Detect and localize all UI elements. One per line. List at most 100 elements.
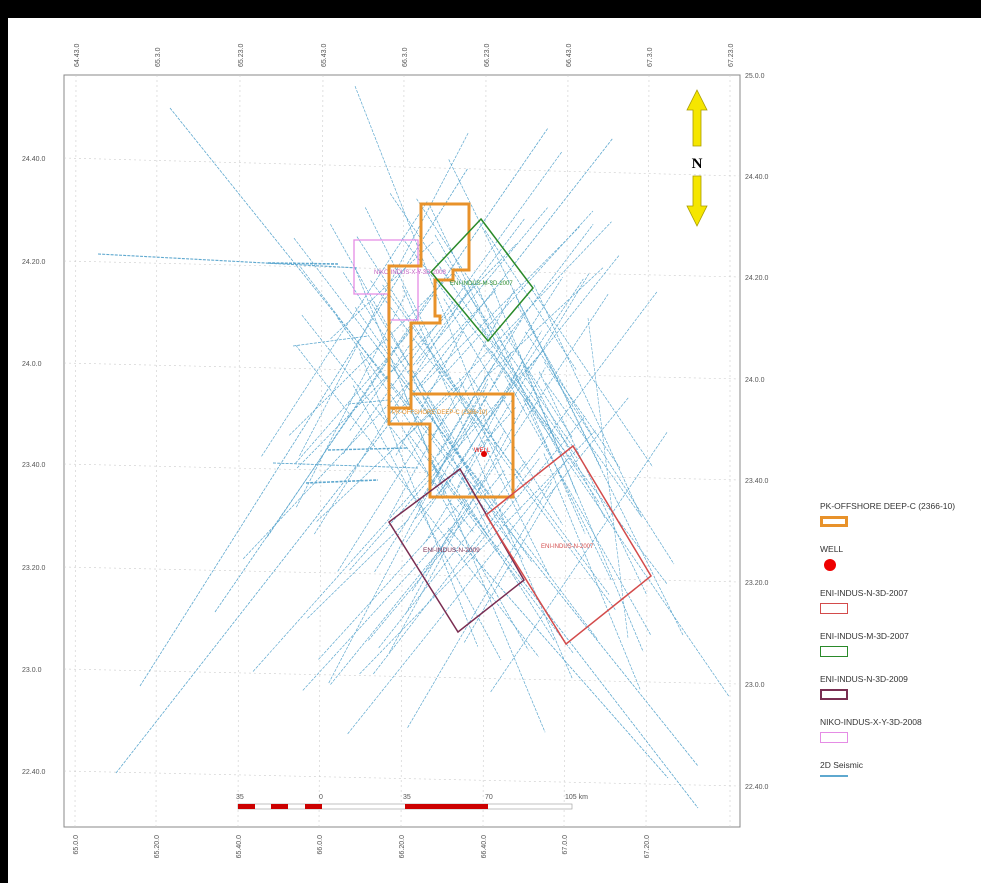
map-canvas: NIKO-INDUS-X-Y-3D-2008 PK-OFFSHORE DEEP-… xyxy=(22,44,768,859)
scale-label-35-left: 35 xyxy=(236,794,244,801)
north-label: N xyxy=(692,156,703,172)
legend-label: ENI-INDUS-M-3D-2007 xyxy=(820,631,909,641)
seismic-line xyxy=(318,479,482,660)
seismic-line xyxy=(434,234,565,462)
seismic-line xyxy=(438,350,513,484)
eni-m-survey-outline xyxy=(429,217,534,343)
seismic-line xyxy=(459,377,521,510)
seismic-line xyxy=(544,361,675,565)
left-tick-label: 24.20.0 xyxy=(22,259,45,266)
seismic-line xyxy=(328,378,489,684)
seismic-line xyxy=(395,331,464,456)
seismic-line xyxy=(448,159,602,469)
seismic-line xyxy=(292,335,369,347)
seismic-line xyxy=(442,256,581,458)
seismic-line xyxy=(356,236,457,392)
seismic-line xyxy=(242,290,496,560)
seismic-line xyxy=(416,207,548,365)
seismic-line xyxy=(378,461,526,649)
legend-item-seismic: 2D Seismic xyxy=(820,760,981,777)
seismic-line xyxy=(354,307,533,563)
seismic-line xyxy=(545,382,643,518)
legend-label: ENI-INDUS-N-3D-2007 xyxy=(820,588,908,598)
right-tick-label: 24.0.0 xyxy=(745,377,765,384)
map-figure: NIKO-INDUS-X-Y-3D-2008 PK-OFFSHORE DEEP-… xyxy=(8,18,981,883)
seismic-line xyxy=(490,431,668,693)
left-tick-label: 24.40.0 xyxy=(22,156,45,163)
seismic-line xyxy=(347,399,389,405)
seismic-line xyxy=(409,435,574,654)
scale-label-70: 70 xyxy=(485,794,493,801)
seismic-line xyxy=(336,317,489,537)
seismic-line xyxy=(515,296,684,636)
map-legend: PK-OFFSHORE DEEP-C (2366-10) WELL ENI-IN… xyxy=(820,501,981,794)
bottom-tick-label: 65.20.0 xyxy=(154,835,161,858)
seismic-line xyxy=(364,207,550,576)
seismic-line xyxy=(390,408,529,651)
left-tick-label: 23.0.0 xyxy=(22,667,42,674)
seismic-line xyxy=(252,407,489,672)
seismic-line xyxy=(538,371,647,595)
seismic-line xyxy=(302,515,463,691)
top-tick-label: 66.23.0 xyxy=(484,44,491,67)
top-tick-label: 65.3.0 xyxy=(155,47,162,67)
seismic-line xyxy=(504,375,652,636)
seismic-line xyxy=(375,344,599,641)
seismic-line xyxy=(288,268,458,436)
seismic-line xyxy=(316,382,464,522)
seismic-line xyxy=(473,278,586,534)
graticule-meridian xyxy=(400,74,405,828)
seismic-line xyxy=(484,229,577,370)
left-tick-label: 22.40.0 xyxy=(22,769,45,776)
seismic-line xyxy=(447,527,669,779)
pk-block-label: PK-OFFSHORE DEEP-C (2366-10) xyxy=(392,410,487,416)
seismic-line xyxy=(515,291,658,479)
right-tick-label: 23.40.0 xyxy=(745,478,768,485)
seismic-line xyxy=(214,127,549,613)
legend-label: WELL xyxy=(820,544,844,554)
graticule-meridian xyxy=(645,74,650,828)
seismic-line xyxy=(296,292,407,508)
legend-item-niko: NIKO-INDUS-X-Y-3D-2008 xyxy=(820,717,981,743)
north-arrow-icon xyxy=(686,89,708,227)
bottom-tick-label: 67.0.0 xyxy=(562,835,569,855)
scale-label-0: 0 xyxy=(319,794,323,801)
seismic-line xyxy=(404,393,546,733)
graticule-meridian xyxy=(237,74,241,828)
left-tick-label: 24.0.0 xyxy=(22,361,42,368)
seismic-line xyxy=(427,457,699,809)
seismic-line xyxy=(483,267,604,379)
seismic-line xyxy=(546,397,629,499)
seismic-line xyxy=(327,447,409,451)
seismic-line xyxy=(469,373,563,526)
seismic-lines xyxy=(97,86,730,809)
seismic-line xyxy=(293,237,492,497)
left-tick-label: 23.40.0 xyxy=(22,462,45,469)
seismic-line xyxy=(300,266,524,560)
graticule-meridian xyxy=(318,74,324,828)
seismic-line xyxy=(359,430,596,675)
map-frame xyxy=(63,74,741,828)
top-tick-label: 64.43.0 xyxy=(74,44,81,67)
bottom-tick-label: 66.20.0 xyxy=(399,835,406,858)
legend-label: PK-OFFSHORE DEEP-C (2366-10) xyxy=(820,501,956,511)
legend-swatch-orange xyxy=(820,516,848,527)
seismic-line xyxy=(97,253,359,269)
niko-survey-outline xyxy=(353,239,419,321)
seismic-line xyxy=(522,364,644,652)
seismic-line xyxy=(411,294,609,592)
graticule-parallel xyxy=(63,770,741,787)
seismic-line xyxy=(436,364,610,595)
bottom-tick-label: 65.0.0 xyxy=(73,835,80,855)
right-tick-label: 23.0.0 xyxy=(745,682,765,689)
pk-block-outline-south xyxy=(387,392,515,499)
legend-swatch-red-dot xyxy=(824,559,836,571)
seismic-line xyxy=(425,272,590,542)
seismic-line xyxy=(342,272,440,421)
scale-label-35: 35 xyxy=(403,794,411,801)
scale-bar xyxy=(237,803,573,810)
seismic-line xyxy=(463,415,586,562)
seismic-line xyxy=(401,237,561,442)
legend-item-eni-m-2007: ENI-INDUS-M-3D-2007 xyxy=(820,631,981,657)
legend-item-eni-n-2009: ENI-INDUS-N-3D-2009 xyxy=(820,674,981,700)
